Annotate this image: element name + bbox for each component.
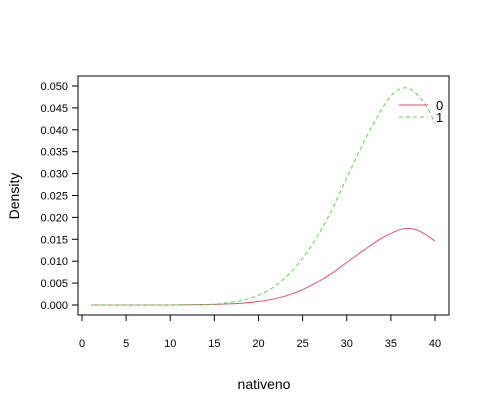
- x-tick-label: 5: [123, 338, 129, 350]
- series-line-1: [91, 88, 435, 305]
- y-tick-label: 0.050: [40, 81, 68, 93]
- y-tick-label: 0.040: [40, 125, 68, 137]
- y-axis: 0.000 0.005 0.010 0.015 0.020 0.025 0.030 0.035…: [40, 81, 78, 312]
- y-tick-label: 0.015: [40, 234, 68, 246]
- y-tick-label: 0.045: [40, 103, 68, 115]
- y-tick-label: 0.010: [40, 256, 68, 268]
- x-tick-label: 15: [208, 338, 220, 350]
- legend-label-1: 1: [436, 110, 443, 125]
- x-tick-label: 40: [429, 338, 441, 350]
- plot-box: [78, 76, 449, 315]
- x-axis-label: nativeno: [238, 376, 291, 392]
- x-tick-label: 30: [341, 338, 353, 350]
- x-tick-label: 10: [164, 338, 176, 350]
- y-tick-label: 0.030: [40, 169, 68, 181]
- y-tick-label: 0.020: [40, 212, 68, 224]
- y-tick-label: 0.005: [40, 278, 68, 290]
- series-lines: [91, 88, 435, 305]
- x-axis: 0 5 10 15 20 25 30 35 40: [79, 315, 441, 350]
- legend: 01: [399, 98, 443, 125]
- x-tick-label: 0: [79, 338, 85, 350]
- plot-frame: [78, 76, 449, 315]
- x-tick-label: 35: [385, 338, 397, 350]
- y-tick-label: 0.000: [40, 300, 68, 312]
- x-tick-label: 20: [252, 338, 264, 350]
- y-tick-label: 0.025: [40, 191, 68, 203]
- series-line-0: [91, 228, 435, 305]
- y-axis-label: Density: [6, 173, 22, 220]
- x-tick-label: 25: [297, 338, 309, 350]
- y-tick-label: 0.035: [40, 147, 68, 159]
